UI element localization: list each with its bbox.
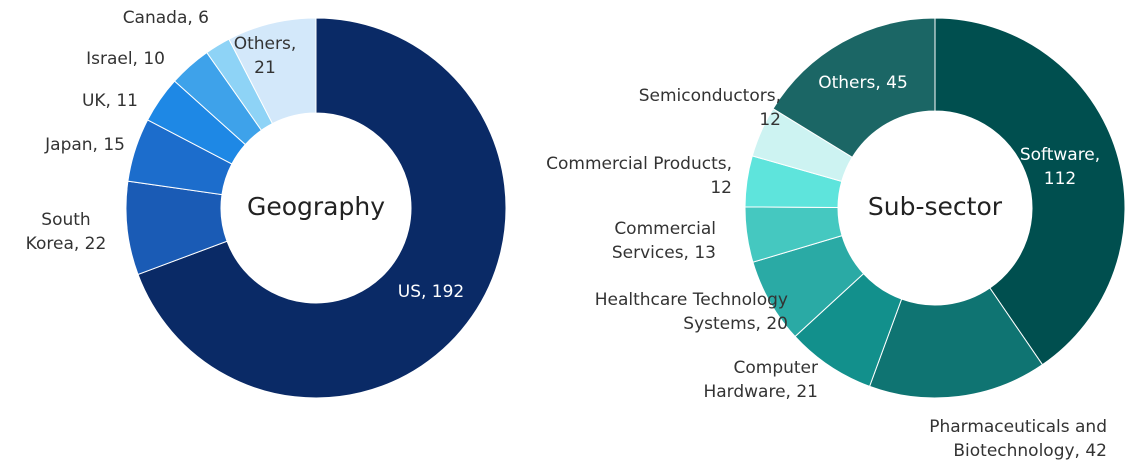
- donut-segment: [772, 17, 936, 158]
- data-label: Computer: [733, 358, 818, 378]
- data-label: Systems, 20: [683, 314, 788, 334]
- data-label: Semiconductors,: [639, 86, 781, 106]
- data-label: Services, 13: [612, 243, 716, 263]
- data-label: 21: [254, 58, 276, 78]
- data-label: Israel, 10: [86, 49, 165, 69]
- data-label: Korea, 22: [26, 234, 107, 254]
- data-label: 12: [759, 110, 781, 130]
- data-label: UK, 11: [82, 91, 138, 111]
- donut-segment: [934, 17, 1126, 366]
- data-label: Hardware, 21: [703, 382, 818, 402]
- donut-segment: [137, 17, 507, 399]
- donut-segment: [228, 17, 317, 125]
- data-label: Pharmaceuticals and: [929, 417, 1107, 437]
- data-label: Commercial: [614, 219, 716, 239]
- data-label: Healthcare Technology: [595, 290, 788, 310]
- data-label: 12: [710, 178, 732, 198]
- data-label: US, 192: [398, 282, 465, 302]
- data-label: 112: [1044, 169, 1076, 189]
- data-label: South: [41, 210, 90, 230]
- data-label: Japan, 15: [44, 135, 125, 155]
- donut-title: Sub-sector: [868, 192, 1003, 221]
- data-label: Others,: [234, 34, 297, 54]
- donut-title: Geography: [247, 192, 385, 221]
- data-label: Canada, 6: [123, 8, 209, 28]
- data-label: Biotechnology, 42: [953, 441, 1107, 461]
- data-label: Software,: [1020, 145, 1100, 165]
- data-label: Commercial Products,: [546, 154, 732, 174]
- data-label: Others, 45: [818, 73, 908, 93]
